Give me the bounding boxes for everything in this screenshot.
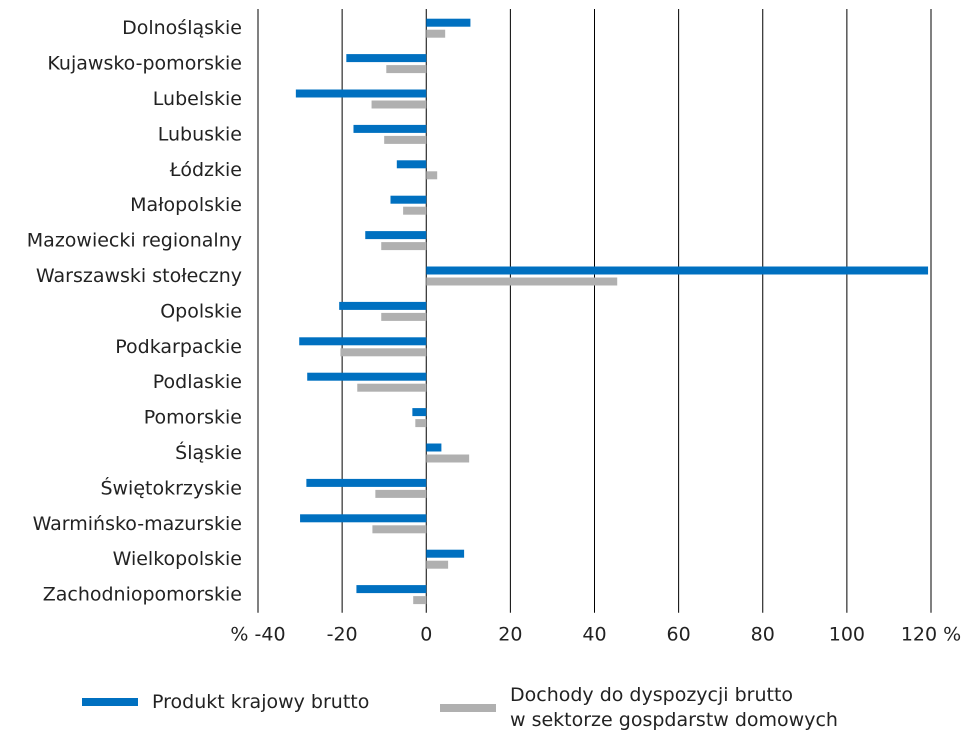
y-tick-label: Lubelskie bbox=[153, 88, 242, 110]
y-tick-label: Mazowiecki regionalny bbox=[27, 230, 242, 252]
x-tick-label: 100 bbox=[829, 623, 865, 645]
y-tick-label: Lubuskie bbox=[158, 123, 242, 145]
bar bbox=[426, 454, 470, 463]
x-tick-label: 40 bbox=[582, 623, 606, 645]
plot: % -40 -20 0 20 40 60 80 100 120 % Dolnośląskie Kuj… bbox=[27, 9, 961, 645]
bar bbox=[375, 489, 427, 498]
bar bbox=[307, 372, 427, 381]
bar bbox=[371, 100, 427, 109]
legend-item: Dochody do dyspozycji brutto w sektorze … bbox=[440, 683, 838, 732]
bar bbox=[426, 443, 442, 452]
bar bbox=[365, 231, 427, 240]
bar bbox=[299, 337, 427, 346]
y-tick-label: Warszawski stołeczny bbox=[36, 265, 242, 287]
x-tick-label: -20 bbox=[327, 623, 358, 645]
y-tick-label: Zachodniopomorskie bbox=[43, 584, 242, 606]
x-tick-label: 80 bbox=[751, 623, 775, 645]
y-tick-label: Wielkopolskie bbox=[113, 548, 242, 570]
bar bbox=[356, 585, 427, 594]
bar bbox=[403, 206, 427, 215]
bar bbox=[372, 525, 427, 534]
bar bbox=[426, 549, 465, 558]
bar bbox=[295, 89, 427, 98]
y-tick-label: Pomorskie bbox=[144, 407, 242, 429]
bar bbox=[396, 160, 427, 169]
legend-item: Produkt krajowy brutto bbox=[82, 690, 369, 715]
x-tick-label: 20 bbox=[498, 623, 522, 645]
y-tick-label: Świętokrzyskie bbox=[100, 475, 242, 499]
y-tick-label: Dolnośląskie bbox=[122, 17, 242, 39]
bar bbox=[426, 277, 618, 286]
x-tick-label: 60 bbox=[667, 623, 691, 645]
y-tick-label: Opolskie bbox=[160, 300, 242, 322]
legend-swatch bbox=[82, 698, 138, 707]
y-tick-label: Warmińsko-mazurskie bbox=[33, 513, 242, 535]
bar bbox=[426, 29, 446, 38]
legend-label: Produkt krajowy brutto bbox=[152, 691, 370, 713]
bar bbox=[340, 348, 427, 357]
bar bbox=[413, 596, 427, 605]
y-tick-label: Małopolskie bbox=[130, 194, 242, 216]
y-tick-label: Śląskie bbox=[175, 440, 242, 464]
bar bbox=[300, 514, 427, 523]
bar bbox=[386, 65, 427, 74]
bar bbox=[306, 478, 427, 487]
bar bbox=[346, 54, 427, 63]
y-tick-label: Podkarpackie bbox=[115, 336, 242, 358]
bar bbox=[384, 135, 427, 144]
y-tick-label: Podlaskie bbox=[153, 371, 242, 393]
bar bbox=[381, 242, 427, 251]
bar bbox=[357, 383, 427, 392]
bar bbox=[426, 171, 438, 180]
x-tick-label: % -40 bbox=[230, 623, 285, 645]
bar bbox=[415, 419, 427, 428]
x-tick-label: 0 bbox=[420, 623, 432, 645]
bar bbox=[390, 195, 427, 204]
bar bbox=[339, 301, 427, 310]
bar bbox=[412, 408, 427, 417]
legend-label: Dochody do dyspozycji brutto w sektorze … bbox=[510, 684, 838, 731]
bar bbox=[426, 266, 929, 275]
bar bbox=[353, 124, 427, 133]
bar bbox=[426, 560, 449, 569]
bar bbox=[381, 312, 427, 321]
y-tick-label: Łódzkie bbox=[169, 159, 242, 181]
y-tick-label: Kujawsko-pomorskie bbox=[47, 53, 242, 75]
bar bbox=[426, 18, 471, 27]
legend-swatch bbox=[440, 703, 496, 712]
x-tick-label: 120 % bbox=[901, 623, 961, 645]
